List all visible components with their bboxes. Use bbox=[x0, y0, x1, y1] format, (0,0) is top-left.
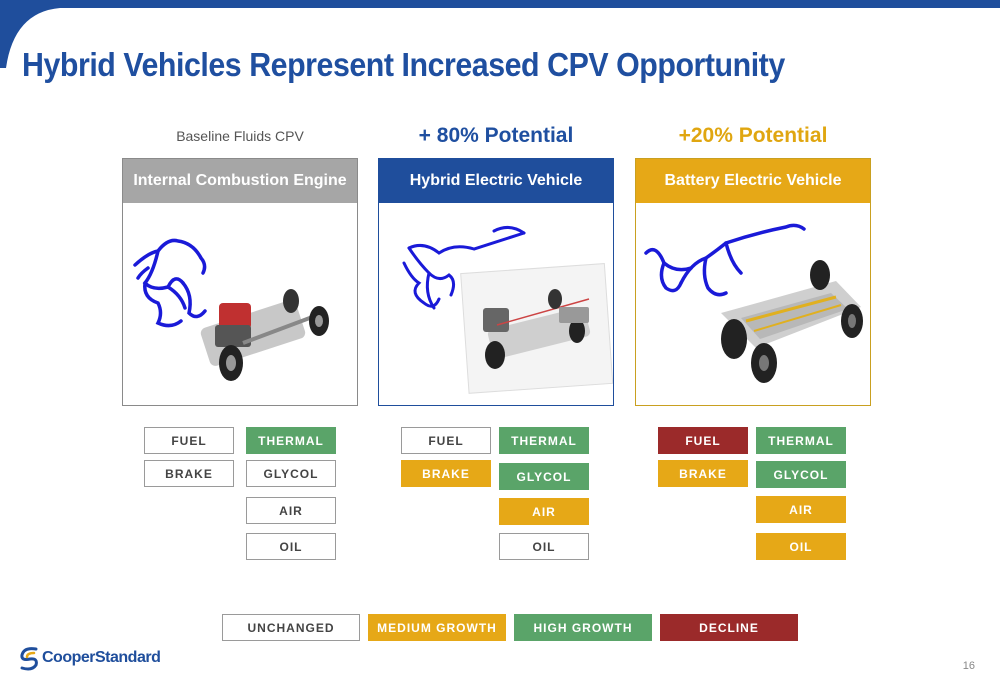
ice-panel: Internal Combustion Engine bbox=[122, 158, 358, 406]
hev-glycol-chip: GLYCOL bbox=[499, 463, 589, 490]
corner-swoosh bbox=[0, 8, 60, 68]
ice-chassis-image bbox=[133, 238, 329, 381]
bev-potential-header: +20% Potential bbox=[678, 124, 828, 147]
bev-air-chip: AIR bbox=[756, 496, 846, 523]
top-brand-band bbox=[0, 0, 1000, 8]
ice-brake-chip: BRAKE bbox=[144, 460, 234, 487]
bev-thermal-chip: THERMAL bbox=[756, 427, 846, 454]
hev-panel: Hybrid Electric Vehicle bbox=[378, 158, 614, 406]
hev-thermal-chip: THERMAL bbox=[499, 427, 589, 454]
bev-panel-title: Battery Electric Vehicle bbox=[636, 159, 870, 203]
ice-air-chip: AIR bbox=[246, 497, 336, 524]
bev-fuel-chip: FUEL bbox=[658, 427, 748, 454]
slide-title: Hybrid Vehicles Represent Increased CPV … bbox=[22, 46, 785, 83]
baseline-header: Baseline Fluids CPV bbox=[176, 128, 304, 144]
bev-brake-chip: BRAKE bbox=[658, 460, 748, 487]
ice-panel-title: Internal Combustion Engine bbox=[123, 159, 357, 203]
bev-panel: Battery Electric Vehicle bbox=[635, 158, 871, 406]
hev-panel-title: Hybrid Electric Vehicle bbox=[379, 159, 613, 203]
legend-unchanged: UNCHANGED bbox=[222, 614, 360, 641]
hev-brake-chip: BRAKE bbox=[401, 460, 491, 487]
bev-chassis-image bbox=[644, 223, 863, 383]
hev-potential-header: + 80% Potential bbox=[418, 124, 574, 147]
hev-air-chip: AIR bbox=[499, 498, 589, 525]
legend-decline: DECLINE bbox=[660, 614, 798, 641]
ice-fuel-chip: FUEL bbox=[144, 427, 234, 454]
bev-glycol-chip: GLYCOL bbox=[756, 461, 846, 488]
ice-glycol-chip: GLYCOL bbox=[246, 460, 336, 487]
hev-fuel-chip: FUEL bbox=[401, 427, 491, 454]
ice-oil-chip: OIL bbox=[246, 533, 336, 560]
bev-oil-chip: OIL bbox=[756, 533, 846, 560]
logo-mark-icon bbox=[20, 647, 38, 671]
ice-thermal-chip: THERMAL bbox=[246, 427, 336, 454]
legend-high-growth: HIGH GROWTH bbox=[514, 614, 652, 641]
logo-wordmark: CooperStandard bbox=[42, 649, 161, 666]
page-number: 16 bbox=[962, 660, 975, 672]
hev-oil-chip: OIL bbox=[499, 533, 589, 560]
legend-medium-growth: MEDIUM GROWTH bbox=[368, 614, 506, 641]
cooper-standard-logo: CooperStandard bbox=[18, 645, 161, 671]
hev-chassis-image bbox=[402, 226, 613, 394]
